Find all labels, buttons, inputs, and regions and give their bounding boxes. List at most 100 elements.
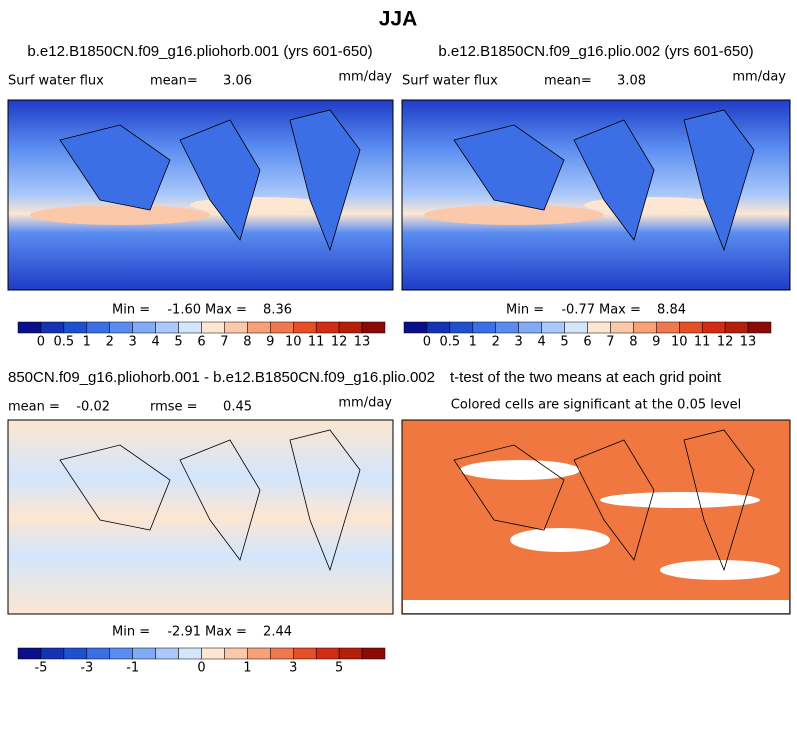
colorbar-box <box>63 647 88 660</box>
colorbar-label: 1 <box>469 335 477 350</box>
max-value: 8.84 <box>657 303 686 318</box>
colorbar-label: 9 <box>266 335 274 350</box>
field-label: mean = <box>8 400 60 415</box>
map-ttest <box>401 419 791 615</box>
colorbar-box <box>315 321 340 334</box>
colorbar-box <box>472 321 496 334</box>
colorbar-box <box>541 321 565 334</box>
colorbar-label: 2 <box>106 335 114 350</box>
colorbar-label: 13 <box>354 335 371 350</box>
colorbar-box <box>449 321 474 334</box>
min-value: -2.91 <box>167 625 201 640</box>
colorbar-label: 13 <box>740 335 757 350</box>
colorbar-box <box>178 647 202 660</box>
figure-title: JJA <box>379 8 418 31</box>
colorbar-label: 0 <box>197 661 205 676</box>
colorbar-label: 4 <box>151 335 159 350</box>
colorbar-box <box>724 321 749 334</box>
colorbar-label: -3 <box>80 661 93 676</box>
colorbar-label: 11 <box>308 335 325 350</box>
stat-label: rmse = <box>150 400 198 415</box>
stat-value: 0.45 <box>223 400 252 415</box>
colorbar-label: 0 <box>37 335 45 350</box>
colorbar-label: 9 <box>652 335 660 350</box>
colorbar-box <box>518 321 542 334</box>
colorbar-label: 5 <box>560 335 568 350</box>
colorbar-box <box>564 321 588 334</box>
map-mean-1 <box>7 99 394 291</box>
colorbar-label: 11 <box>694 335 711 350</box>
colorbar-box <box>109 647 133 660</box>
colorbar-label: 0.5 <box>440 335 461 350</box>
colorbar-box <box>63 321 88 334</box>
colorbar-label: -5 <box>34 661 47 676</box>
min-value: -1.60 <box>167 303 201 318</box>
colorbar-box <box>201 321 225 334</box>
max-value: 8.36 <box>263 303 292 318</box>
colorbar-box <box>40 647 65 660</box>
colorbar-box <box>361 321 386 334</box>
colorbar-label: 10 <box>671 335 688 350</box>
units: mm/day <box>338 396 392 411</box>
panel-title: t-test of the two means at each grid poi… <box>450 369 722 386</box>
max-label: Max = <box>205 625 247 640</box>
colorbar-box <box>270 647 294 660</box>
colorbar-box <box>224 321 248 334</box>
max-label: Max = <box>599 303 641 318</box>
min-value: -0.77 <box>561 303 595 318</box>
colorbar-label: 2 <box>492 335 500 350</box>
stat-label: mean= <box>150 74 198 89</box>
colorbar-label: 1 <box>83 335 91 350</box>
colorbar-box <box>178 321 202 334</box>
colorbar-box <box>701 321 726 334</box>
colorbar-label: 3 <box>515 335 523 350</box>
stat-value: 3.06 <box>223 74 252 89</box>
colorbar-box <box>247 321 271 334</box>
colorbar-label: 8 <box>243 335 251 350</box>
colorbar-label: 0 <box>423 335 431 350</box>
min-label: Min = <box>112 625 150 640</box>
field-label: Surf water flux <box>402 74 498 89</box>
colorbar-box <box>201 647 225 660</box>
colorbar-box <box>656 321 680 334</box>
colorbar-label: 0.5 <box>54 335 75 350</box>
min-label: Min = <box>112 303 150 318</box>
colorbar-label: 3 <box>129 335 137 350</box>
stat-label: mean= <box>544 74 592 89</box>
colorbar-label: 12 <box>717 335 734 350</box>
colorbar-box <box>338 647 363 660</box>
colorbar-box <box>610 321 634 334</box>
colorbar-label: 12 <box>331 335 348 350</box>
stat-value: -0.02 <box>76 400 110 415</box>
max-label: Max = <box>205 303 247 318</box>
colorbar-label: 3 <box>289 661 297 676</box>
min-label: Min = <box>506 303 544 318</box>
colorbar-box <box>293 647 317 660</box>
map-mean-2 <box>401 99 791 291</box>
colorbar-box <box>679 321 703 334</box>
colorbar-label: 7 <box>606 335 614 350</box>
colorbar-box <box>315 647 340 660</box>
colorbar-label: 6 <box>197 335 205 350</box>
colorbar-label: -1 <box>126 661 139 676</box>
colorbar-label: 5 <box>335 661 343 676</box>
colorbar-box <box>495 321 519 334</box>
colorbar-box <box>155 647 179 660</box>
colorbar-box <box>132 647 156 660</box>
colorbar-label: 10 <box>285 335 302 350</box>
map-difference <box>7 419 394 615</box>
stat-value: 3.08 <box>617 74 646 89</box>
colorbar-label: 4 <box>537 335 545 350</box>
colorbar-box <box>86 647 110 660</box>
colorbar-label: 5 <box>174 335 182 350</box>
colorbar-box <box>403 321 428 334</box>
colorbar-box <box>132 321 156 334</box>
field-label: Surf water flux <box>8 74 104 89</box>
colorbar-box <box>270 321 294 334</box>
colorbar-box <box>224 647 248 660</box>
colorbar-box <box>155 321 179 334</box>
panel-title: b.e12.B1850CN.f09_g16.plio.002 (yrs 601-… <box>438 43 753 60</box>
colorbar-label: 8 <box>629 335 637 350</box>
colorbar-label: 1 <box>243 661 251 676</box>
